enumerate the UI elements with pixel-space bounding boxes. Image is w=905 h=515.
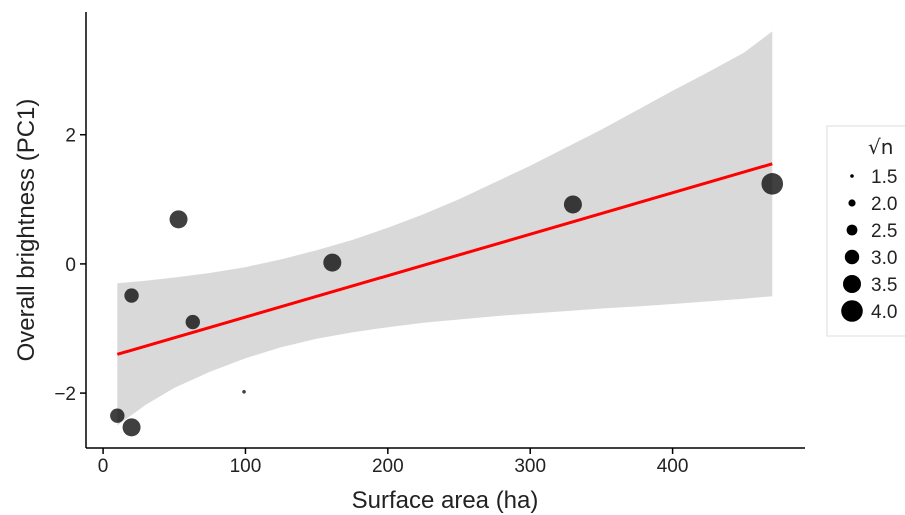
x-tick-label: 400	[657, 456, 689, 477]
legend-label: 3.0	[871, 248, 897, 269]
x-tick-label: 100	[230, 456, 262, 477]
data-point	[563, 195, 582, 214]
legend-label: 2.0	[871, 194, 897, 215]
y-tick-label: −2	[54, 384, 76, 405]
legend-key	[848, 199, 856, 207]
legend-label: 1.5	[871, 167, 897, 188]
confidence-band	[117, 31, 773, 426]
legend-key	[846, 224, 858, 236]
data-point	[242, 390, 246, 394]
plot-area	[110, 31, 784, 437]
data-point	[122, 418, 141, 437]
legend-title: √n	[868, 135, 893, 159]
legend-label: 2.5	[871, 221, 897, 242]
x-axis-title: Surface area (ha)	[352, 487, 539, 514]
data-point	[169, 210, 188, 229]
legend-key	[844, 249, 860, 265]
legend-entries: 1.5 2.0 2.5 3.0 3.5 4.0	[841, 167, 897, 323]
x-tick-label: 0	[98, 456, 109, 477]
x-tick-label: 300	[514, 456, 546, 477]
legend-key	[850, 174, 854, 178]
data-point	[761, 173, 784, 195]
legend-key	[841, 300, 863, 322]
x-tick-label: 200	[372, 456, 404, 477]
legend-label: 4.0	[871, 302, 897, 323]
legend: √n 1.5 2.0 2.5 3.0 3.5 4.0	[826, 125, 905, 337]
legend-box	[826, 125, 905, 337]
data-point	[124, 288, 139, 303]
y-tick-label: 2	[65, 126, 76, 147]
legend-key	[843, 275, 861, 293]
data-point	[110, 408, 125, 423]
regression-line	[116, 162, 773, 356]
y-axis-title: Overall brightness (PC1)	[13, 99, 40, 362]
axis-ticks: 0 100 200 300 400 −2 0 2	[54, 126, 688, 477]
data-point	[185, 314, 200, 330]
data-point	[323, 253, 342, 272]
y-tick-label: 0	[65, 255, 76, 276]
legend-label: 3.5	[871, 275, 897, 296]
